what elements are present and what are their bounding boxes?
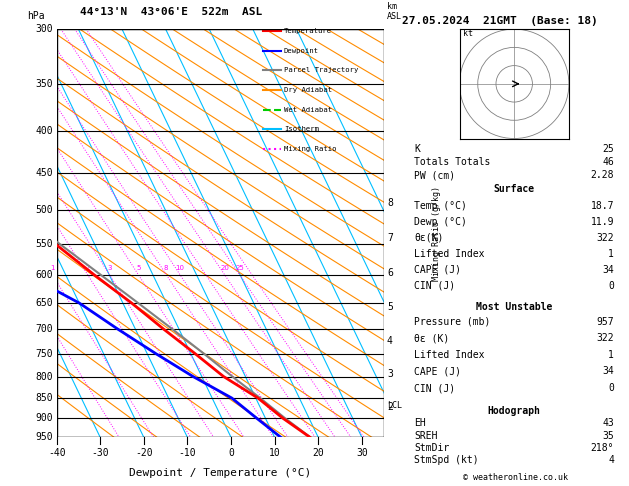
Text: -40: -40 <box>48 448 65 458</box>
Text: 350: 350 <box>36 79 53 89</box>
Text: 1: 1 <box>50 265 55 271</box>
Text: 6: 6 <box>387 268 393 278</box>
Text: © weatheronline.co.uk: © weatheronline.co.uk <box>464 473 568 482</box>
Text: 957: 957 <box>596 317 614 327</box>
Text: PW (cm): PW (cm) <box>415 170 455 180</box>
Text: 2: 2 <box>86 265 90 271</box>
Text: 550: 550 <box>36 239 53 249</box>
Text: 34: 34 <box>603 366 614 377</box>
Text: hPa: hPa <box>27 11 45 21</box>
Text: Mixing Ratio (g/kg): Mixing Ratio (g/kg) <box>431 186 440 281</box>
Text: CAPE (J): CAPE (J) <box>415 265 462 275</box>
Text: LCL: LCL <box>387 401 402 410</box>
Text: 43: 43 <box>603 418 614 428</box>
Text: 2.28: 2.28 <box>591 170 614 180</box>
Text: Dewpoint: Dewpoint <box>284 48 319 54</box>
Text: 5: 5 <box>387 302 393 312</box>
Text: 850: 850 <box>36 393 53 403</box>
Text: 3: 3 <box>107 265 112 271</box>
Text: Surface: Surface <box>494 184 535 194</box>
Text: StmSpd (kt): StmSpd (kt) <box>415 455 479 465</box>
Text: 322: 322 <box>596 333 614 344</box>
Text: kt: kt <box>463 30 473 38</box>
Text: 218°: 218° <box>591 443 614 453</box>
Text: 0: 0 <box>608 280 614 291</box>
Text: 1: 1 <box>608 350 614 360</box>
Text: 44°13'N  43°06'E  522m  ASL: 44°13'N 43°06'E 522m ASL <box>80 7 262 17</box>
Text: 10: 10 <box>175 265 184 271</box>
Text: SREH: SREH <box>415 431 438 441</box>
Text: 600: 600 <box>36 270 53 279</box>
Text: Hodograph: Hodograph <box>487 406 541 417</box>
Text: 400: 400 <box>36 126 53 136</box>
Text: Wet Adiabat: Wet Adiabat <box>284 106 332 113</box>
Text: Dewpoint / Temperature (°C): Dewpoint / Temperature (°C) <box>129 468 311 478</box>
Text: 750: 750 <box>36 348 53 359</box>
Text: Temp (°C): Temp (°C) <box>415 201 467 211</box>
Text: CIN (J): CIN (J) <box>415 280 455 291</box>
Text: Pressure (mb): Pressure (mb) <box>415 317 491 327</box>
Text: 650: 650 <box>36 298 53 308</box>
Text: 27.05.2024  21GMT  (Base: 18): 27.05.2024 21GMT (Base: 18) <box>402 16 598 26</box>
Text: -10: -10 <box>179 448 196 458</box>
Text: 11.9: 11.9 <box>591 217 614 227</box>
Text: 8: 8 <box>164 265 169 271</box>
Text: 800: 800 <box>36 371 53 382</box>
Text: 5: 5 <box>136 265 140 271</box>
Text: 20: 20 <box>313 448 324 458</box>
Text: -20: -20 <box>135 448 153 458</box>
Text: 2: 2 <box>387 402 393 413</box>
Text: 900: 900 <box>36 413 53 423</box>
Text: Parcel Trajectory: Parcel Trajectory <box>284 68 359 73</box>
Text: 10: 10 <box>269 448 281 458</box>
Text: 8: 8 <box>387 198 393 208</box>
Text: EH: EH <box>415 418 426 428</box>
Text: 7: 7 <box>387 233 393 243</box>
Text: Temperature: Temperature <box>284 28 332 34</box>
Text: θε (K): θε (K) <box>415 333 450 344</box>
Text: 4: 4 <box>608 455 614 465</box>
Text: km
ASL: km ASL <box>387 1 402 21</box>
Text: 322: 322 <box>596 233 614 243</box>
Text: 3: 3 <box>387 369 393 379</box>
Text: StmDir: StmDir <box>415 443 450 453</box>
Text: CAPE (J): CAPE (J) <box>415 366 462 377</box>
Text: Lifted Index: Lifted Index <box>415 350 485 360</box>
Text: 0: 0 <box>228 448 234 458</box>
Text: 34: 34 <box>603 265 614 275</box>
Text: Most Unstable: Most Unstable <box>476 302 552 312</box>
Text: 30: 30 <box>356 448 368 458</box>
Text: 20: 20 <box>220 265 229 271</box>
Text: Dry Adiabat: Dry Adiabat <box>284 87 332 93</box>
Text: 35: 35 <box>603 431 614 441</box>
Text: 950: 950 <box>36 433 53 442</box>
Text: 46: 46 <box>603 157 614 167</box>
Text: 4: 4 <box>387 336 393 346</box>
Text: 1: 1 <box>608 249 614 259</box>
Text: 300: 300 <box>36 24 53 34</box>
Text: 700: 700 <box>36 324 53 334</box>
Text: Lifted Index: Lifted Index <box>415 249 485 259</box>
Text: -30: -30 <box>91 448 109 458</box>
Text: CIN (J): CIN (J) <box>415 383 455 393</box>
Text: 18.7: 18.7 <box>591 201 614 211</box>
Text: 500: 500 <box>36 205 53 215</box>
Text: 450: 450 <box>36 168 53 178</box>
Text: 25: 25 <box>603 144 614 155</box>
Text: Isotherm: Isotherm <box>284 126 319 132</box>
Text: K: K <box>415 144 420 155</box>
Text: Mixing Ratio: Mixing Ratio <box>284 146 337 152</box>
Text: 25: 25 <box>235 265 244 271</box>
Text: Totals Totals: Totals Totals <box>415 157 491 167</box>
Text: Dewp (°C): Dewp (°C) <box>415 217 467 227</box>
Text: θε(K): θε(K) <box>415 233 444 243</box>
Text: 0: 0 <box>608 383 614 393</box>
